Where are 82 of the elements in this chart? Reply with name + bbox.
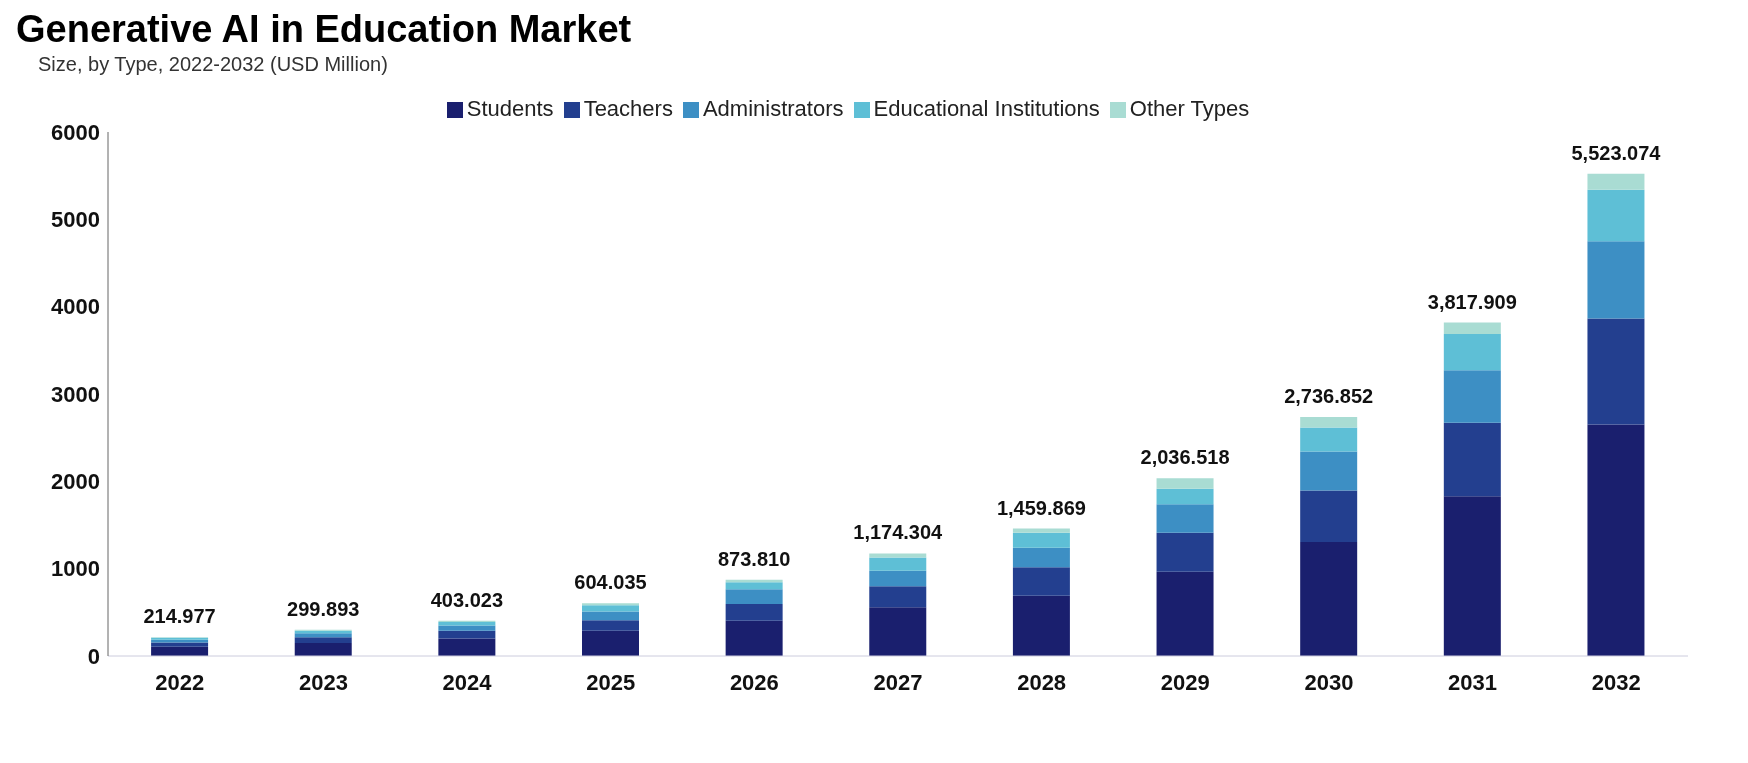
bar [1443, 422, 1501, 497]
x-tick-label: 2030 [1304, 669, 1354, 695]
legend-label: Educational Institutions [873, 96, 1100, 121]
y-tick-label: 6000 [51, 119, 100, 145]
bar [1156, 571, 1214, 656]
x-tick-label: 2025 [586, 669, 636, 695]
legend-label: Other Types [1129, 96, 1250, 121]
chart-title: Generative AI in Education Market [16, 8, 633, 51]
x-tick-label: 2032 [1591, 669, 1641, 695]
bar [1443, 496, 1501, 656]
y-tick-label: 2000 [51, 469, 100, 495]
total-label: 1,459.869 [996, 496, 1086, 519]
total-label: 604.035 [574, 571, 647, 594]
x-tick-label: 2028 [1017, 669, 1067, 695]
bar [725, 582, 783, 590]
bar [1587, 424, 1645, 656]
bar [725, 604, 783, 621]
x-tick-label: 2022 [155, 669, 205, 695]
bar [294, 637, 352, 644]
bar [151, 642, 209, 647]
total-label: 5,523.074 [1571, 141, 1662, 164]
bar [582, 603, 639, 606]
x-tick-label: 2029 [1160, 669, 1210, 695]
x-tick-label: 2023 [298, 669, 348, 695]
y-tick-label: 1000 [51, 556, 100, 582]
bar [869, 607, 927, 656]
bar [582, 605, 639, 612]
y-tick-label: 5000 [51, 207, 100, 233]
total-label: 873.810 [717, 547, 791, 570]
bar [1587, 318, 1645, 425]
legend-label: Administrators [702, 96, 844, 121]
y-tick-label: 3000 [51, 381, 100, 407]
total-label: 403.023 [430, 588, 504, 611]
bar [725, 620, 783, 656]
chart-subtitle: Size, by Type, 2022-2032 (USD Million) [38, 53, 389, 76]
bar [1443, 322, 1501, 334]
bar [1012, 595, 1070, 656]
bar [1156, 478, 1214, 489]
bar [438, 638, 496, 656]
x-tick-label: 2027 [873, 669, 923, 695]
x-tick-label: 2026 [729, 669, 779, 695]
bar [869, 570, 927, 587]
bar [1156, 504, 1214, 533]
bar [1587, 241, 1645, 319]
bar [1300, 427, 1358, 452]
bar [1300, 416, 1358, 428]
bar [1587, 173, 1645, 190]
bar [1587, 189, 1645, 242]
bar [1300, 542, 1358, 656]
bar [1012, 547, 1070, 568]
bar [1156, 488, 1214, 505]
legend-label: Students [466, 96, 554, 121]
bar [294, 643, 352, 656]
bar [1156, 532, 1214, 572]
total-label: 2,736.852 [1284, 384, 1374, 407]
bar [869, 557, 927, 571]
bar [1300, 490, 1358, 543]
total-label: 214.977 [143, 605, 216, 628]
bar [1443, 334, 1501, 371]
bar [869, 553, 927, 558]
total-label: 3,817.909 [1427, 290, 1517, 313]
legend-label: Teachers [583, 96, 673, 121]
bar [582, 620, 639, 631]
total-label: 1,174.304 [853, 521, 944, 544]
x-tick-label: 2031 [1448, 669, 1498, 695]
x-tick-label: 2024 [442, 669, 493, 695]
bar [1012, 567, 1070, 596]
bar [438, 630, 496, 639]
bar [1300, 451, 1358, 491]
bar [294, 633, 352, 638]
total-label: 299.893 [287, 597, 360, 620]
total-label: 2,036.518 [1140, 446, 1230, 469]
bar [1443, 370, 1501, 423]
bar [438, 625, 496, 631]
y-tick-label: 4000 [51, 294, 100, 320]
bar [1012, 528, 1070, 533]
bar [582, 611, 639, 621]
bar [725, 589, 783, 605]
bar [869, 586, 927, 608]
bar [1012, 532, 1070, 548]
bar [582, 630, 639, 656]
y-tick-label: 0 [87, 643, 100, 669]
